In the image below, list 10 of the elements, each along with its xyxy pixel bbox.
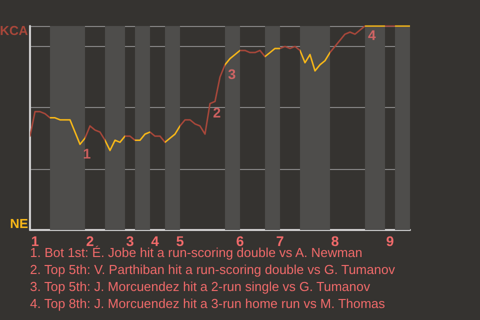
text: 2. Top 5th: V. Parthiban hit a run-scoring double vs G. Tumanov (30, 262, 396, 277)
annotation: 4 (368, 27, 376, 43)
text: NE (10, 216, 28, 231)
text: 3. Top 5th: J. Morcuendez hit a 2-run single vs G. Tumanov (30, 279, 371, 294)
text: 4. Top 8th: J. Morcuendez hit a 3-run home run vs M. Thomas (30, 296, 386, 311)
annotation: 3 (228, 66, 236, 82)
annotation: 2 (213, 104, 221, 121)
x-tick-label: 9 (386, 233, 394, 249)
annotation: 1 (83, 145, 91, 162)
text: KCA (0, 23, 29, 38)
